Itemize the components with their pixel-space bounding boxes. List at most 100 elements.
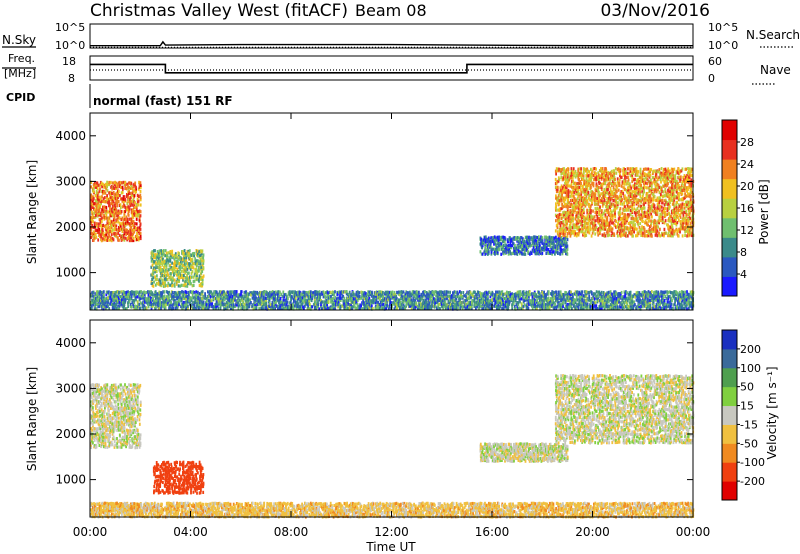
power-cells-cell	[132, 204, 134, 207]
power-cells-cell	[333, 297, 335, 300]
power-cells-cell	[124, 198, 126, 201]
power-cells-cell	[460, 291, 462, 294]
power-cells-cell	[148, 293, 150, 296]
power-cells-cell	[462, 291, 464, 294]
power-cells-cell	[91, 211, 93, 214]
power-cells-cell	[103, 293, 105, 296]
power-cells-cell	[587, 303, 589, 306]
power-cells-cell	[157, 292, 159, 295]
power-cells-cell	[129, 192, 131, 195]
power-cells-cell	[190, 258, 192, 261]
power-cells-cell	[136, 218, 138, 221]
power-cells-cell	[210, 295, 212, 298]
power-cells-cell	[129, 207, 131, 210]
power-cells-cell	[117, 186, 119, 189]
power-cells-cell	[118, 239, 120, 242]
power-cells-cell	[114, 222, 116, 225]
power-cells-cell	[588, 294, 590, 297]
power-cells-cell	[576, 290, 578, 293]
power-cells-cell	[122, 191, 124, 194]
power-cells-cell	[500, 296, 502, 299]
power-cells-cell	[505, 297, 507, 300]
power-cells-cell	[120, 206, 122, 209]
power-cells-cell	[554, 303, 556, 306]
power-cells-cell	[120, 203, 122, 206]
power-cells-cell	[327, 291, 329, 294]
power-cells-cell	[185, 291, 187, 294]
power-cells-cell	[637, 291, 639, 294]
power-cells-cell	[93, 197, 95, 200]
noise-tick-right-top: 10^5	[708, 21, 738, 34]
power-cells-cell	[233, 303, 235, 306]
power-cells-cell	[115, 307, 117, 310]
power-cells-cell	[135, 227, 137, 230]
beam-label: Beam 08	[355, 1, 427, 20]
power-cells-cell	[471, 302, 473, 305]
power-cells-cell	[334, 290, 336, 293]
power-cells-cell	[211, 299, 213, 302]
power-cells-cell	[531, 252, 533, 255]
power-cells-cell	[384, 305, 386, 308]
power-cells-cell	[462, 295, 464, 298]
power-cells-cell	[159, 280, 161, 283]
power-cells-cell	[95, 236, 97, 239]
power-cells-cell	[357, 303, 359, 306]
power-cells-cell	[528, 307, 530, 310]
power-cells-cell	[140, 223, 142, 226]
power-cells-cell	[548, 290, 550, 293]
power-cells-cell	[353, 297, 355, 300]
power-cells-cell	[500, 253, 502, 256]
power-cells-cell	[194, 252, 196, 255]
power-cells-cell	[591, 291, 593, 294]
power-cells-cell	[503, 244, 505, 247]
power-cells-cell	[168, 251, 170, 254]
power-cells-cell	[422, 299, 424, 302]
power-cells-cell	[101, 195, 103, 198]
power-cells-cell	[532, 295, 534, 298]
power-cells-cell	[485, 248, 487, 251]
nsearch-label: N.Search	[746, 28, 800, 42]
power-cells-cell	[455, 291, 457, 294]
power-cells-cell	[156, 274, 158, 277]
power-cells-cell	[287, 301, 289, 304]
power-cells-cell	[527, 250, 529, 253]
freq-label-line2: [MHz]	[4, 67, 36, 80]
power-cells-cell	[498, 239, 500, 242]
power-cells-cell	[581, 290, 583, 293]
power-cells-cell	[133, 237, 135, 240]
power-cells-cell	[166, 264, 168, 267]
power-cells-cell	[124, 184, 126, 187]
power-cells-cell	[204, 292, 206, 295]
power-cells-cell	[667, 291, 669, 294]
power-cells-cell	[560, 290, 562, 293]
power-cells-cell	[115, 208, 117, 211]
power-cells-cell	[99, 187, 101, 190]
freq-series-line	[90, 64, 693, 72]
power-cells-cell	[189, 249, 191, 252]
power-cells-cell	[187, 305, 189, 308]
power-cells-cell	[449, 291, 451, 294]
cpid-text: normal (fast) 151 RF	[93, 94, 233, 108]
power-cells-cell	[446, 290, 448, 293]
power-cells-cell	[322, 300, 324, 303]
power-cells-cell	[140, 301, 142, 304]
power-cells-cell	[170, 275, 172, 278]
power-cells-cell	[122, 205, 124, 208]
power-cells-cell	[130, 182, 132, 185]
power-cells-cell	[517, 236, 519, 239]
power-cells-cell	[505, 238, 507, 241]
power-cells-cell	[556, 291, 558, 294]
power-cells-cell	[541, 294, 543, 297]
power-cells-cell	[156, 282, 158, 285]
power-cells-cell	[548, 297, 550, 300]
power-cells-cell	[185, 256, 187, 259]
power-cells-cell	[104, 205, 106, 208]
power-cells-cell	[134, 206, 136, 209]
power-cells-cell	[203, 259, 205, 262]
power-cells-cell	[181, 270, 183, 273]
power-cells-cell	[174, 282, 176, 285]
power-cells-cell	[119, 222, 121, 225]
power-cells-cell	[119, 291, 121, 294]
power-cells-cell	[497, 291, 499, 294]
power-cells-cell	[134, 201, 136, 204]
